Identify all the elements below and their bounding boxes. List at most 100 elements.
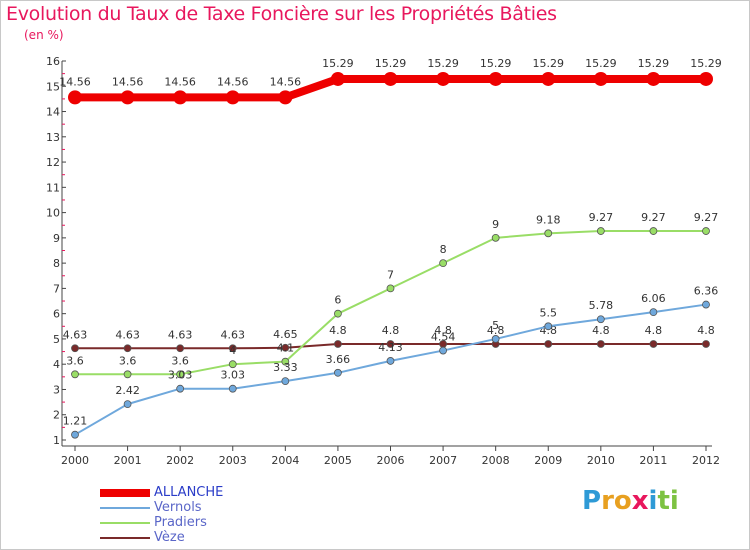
data-point-pradiers bbox=[228, 360, 237, 369]
data-label-allanche: 15.29 bbox=[427, 57, 459, 70]
x-tick-label: 2011 bbox=[639, 454, 667, 467]
data-label-vernols: 2.42 bbox=[115, 384, 140, 397]
data-point-pradiers bbox=[334, 309, 342, 318]
data-label-allanche: 14.56 bbox=[217, 75, 249, 88]
x-tick-label: 2012 bbox=[692, 454, 720, 467]
data-point-vernols bbox=[228, 384, 237, 393]
chart-title: Evolution du Taux de Taxe Foncière sur l… bbox=[6, 3, 557, 25]
data-label-pradiers: 3.6 bbox=[171, 354, 189, 367]
data-label-allanche: 14.56 bbox=[270, 75, 302, 88]
data-point-allanche bbox=[541, 71, 556, 86]
data-point-vernols bbox=[334, 368, 342, 377]
data-point-allanche bbox=[436, 71, 451, 86]
data-point-pradiers bbox=[544, 229, 553, 238]
legend-swatch bbox=[100, 489, 150, 497]
data-label-pradiers: 6 bbox=[334, 294, 341, 307]
x-tick-label: 2005 bbox=[324, 454, 352, 467]
data-point-veze bbox=[176, 344, 185, 353]
data-label-pradiers: 3.6 bbox=[66, 354, 84, 367]
data-label-allanche: 15.29 bbox=[322, 57, 354, 70]
data-point-pradiers bbox=[649, 227, 658, 235]
x-tick-label: 2000 bbox=[61, 454, 89, 467]
data-label-veze: 4.65 bbox=[273, 328, 298, 341]
data-point-allanche bbox=[593, 71, 608, 86]
data-point-allanche bbox=[330, 71, 345, 86]
y-tick-label: 1 bbox=[53, 434, 60, 447]
data-point-vernols bbox=[439, 346, 447, 355]
data-point-allanche bbox=[173, 90, 188, 105]
data-label-vernols: 6.06 bbox=[641, 292, 666, 305]
logo-letter: i bbox=[648, 486, 658, 516]
x-tick-label: 2007 bbox=[429, 454, 457, 467]
y-tick-label: 10 bbox=[46, 207, 60, 220]
data-point-vernols bbox=[123, 400, 132, 409]
x-tick-label: 2006 bbox=[377, 454, 405, 467]
y-tick-label: 12 bbox=[46, 156, 60, 169]
data-point-vernols bbox=[176, 384, 185, 393]
y-tick-label: 16 bbox=[46, 55, 60, 68]
logo-letter: i bbox=[669, 486, 679, 516]
legend-swatch bbox=[100, 522, 150, 524]
data-point-vernols bbox=[596, 315, 605, 324]
data-point-vernols bbox=[71, 430, 79, 439]
data-label-pradiers: 9.27 bbox=[694, 211, 719, 224]
data-point-allanche bbox=[278, 90, 293, 105]
data-label-vernols: 5 bbox=[492, 319, 499, 332]
y-tick-label: 9 bbox=[53, 232, 60, 245]
data-point-vernols bbox=[544, 322, 553, 331]
data-point-veze bbox=[228, 344, 237, 353]
y-tick-label: 3 bbox=[53, 383, 60, 396]
data-label-veze: 4.8 bbox=[645, 324, 663, 337]
data-point-vernols bbox=[649, 308, 658, 317]
y-tick-label: 7 bbox=[53, 282, 60, 295]
data-point-veze bbox=[123, 344, 132, 353]
data-label-veze: 4.63 bbox=[115, 328, 140, 341]
data-point-veze bbox=[281, 343, 290, 352]
data-label-allanche: 15.29 bbox=[585, 57, 617, 70]
y-tick-label: 2 bbox=[53, 409, 60, 422]
data-point-allanche bbox=[225, 90, 240, 105]
data-point-veze bbox=[334, 340, 342, 348]
data-point-pradiers bbox=[123, 370, 132, 379]
data-point-vernols bbox=[386, 357, 395, 365]
data-label-veze: 4.8 bbox=[592, 324, 610, 337]
data-label-pradiers: 4.1 bbox=[277, 342, 295, 355]
y-tick-label: 5 bbox=[53, 333, 60, 346]
y-tick-label: 8 bbox=[53, 257, 60, 270]
legend-swatch bbox=[100, 537, 150, 539]
data-point-pradiers bbox=[491, 233, 500, 242]
x-tick-label: 2002 bbox=[166, 454, 194, 467]
data-point-allanche bbox=[488, 71, 503, 86]
x-tick-label: 2001 bbox=[114, 454, 142, 467]
data-point-allanche bbox=[68, 90, 82, 105]
data-label-allanche: 15.29 bbox=[638, 57, 670, 70]
data-point-allanche bbox=[699, 71, 713, 86]
data-point-allanche bbox=[120, 90, 135, 105]
data-label-vernols: 3.66 bbox=[326, 353, 351, 366]
logo-letter: o bbox=[613, 486, 632, 516]
data-point-pradiers bbox=[281, 357, 290, 366]
logo-letter: t bbox=[657, 486, 670, 516]
data-label-veze: 4.63 bbox=[221, 328, 246, 341]
y-tick-label: 6 bbox=[53, 308, 60, 321]
data-label-vernols: 4.13 bbox=[378, 341, 403, 354]
data-point-veze bbox=[702, 340, 710, 348]
data-label-veze: 4.8 bbox=[697, 324, 715, 337]
data-label-vernols: 6.36 bbox=[694, 285, 719, 298]
data-label-vernols: 4.54 bbox=[431, 331, 456, 344]
data-label-pradiers: 9.18 bbox=[536, 213, 561, 226]
data-label-veze: 4.63 bbox=[168, 328, 193, 341]
data-point-allanche bbox=[646, 71, 661, 86]
y-tick-label: 11 bbox=[46, 181, 60, 194]
data-label-pradiers: 4 bbox=[229, 344, 236, 357]
legend-label: Pradiers bbox=[154, 515, 207, 530]
data-label-allanche: 15.29 bbox=[533, 57, 565, 70]
data-point-pradiers bbox=[439, 259, 447, 268]
data-label-vernols: 3.03 bbox=[168, 369, 193, 382]
data-point-pradiers bbox=[71, 370, 79, 379]
data-label-pradiers: 9 bbox=[492, 218, 499, 231]
data-label-allanche: 14.56 bbox=[59, 75, 91, 88]
legend-label: Vernols bbox=[154, 500, 202, 515]
data-point-veze bbox=[649, 340, 658, 348]
